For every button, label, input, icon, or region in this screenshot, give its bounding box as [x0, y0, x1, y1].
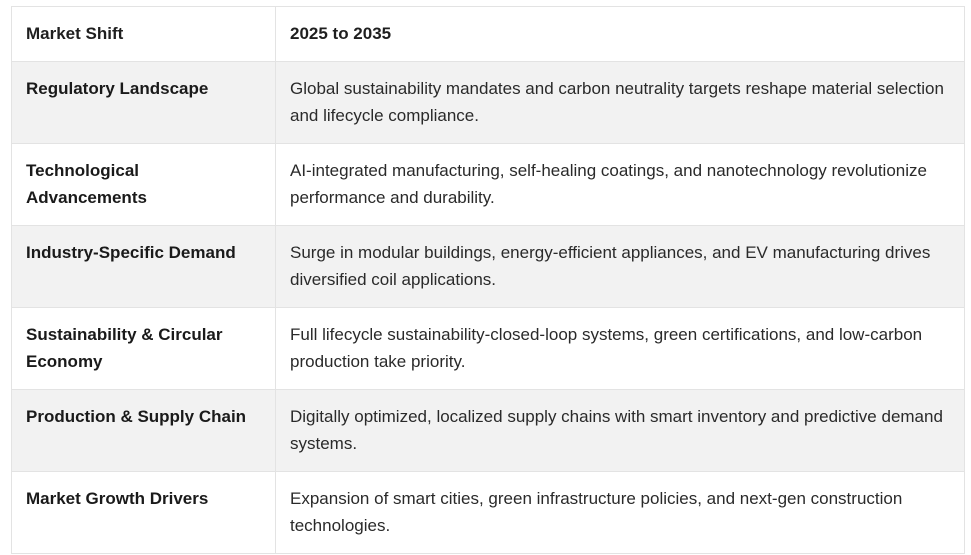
row-value-technological-advancements: AI-integrated manufacturing, self-healin… [275, 143, 965, 226]
header-2025-to-2035: 2025 to 2035 [275, 6, 965, 62]
row-key-production-supply-chain: Production & Supply Chain [11, 389, 276, 472]
row-key-sustainability-circular-economy: Sustainability & Circular Economy [11, 307, 276, 390]
row-value-sustainability-circular-economy: Full lifecycle sustainability-closed-loo… [275, 307, 965, 390]
row-key-regulatory-landscape: Regulatory Landscape [11, 61, 276, 144]
table-row: Market Growth Drivers Expansion of smart… [11, 471, 965, 554]
row-value-regulatory-landscape: Global sustainability mandates and carbo… [275, 61, 965, 144]
table-row: Regulatory Landscape Global sustainabili… [11, 61, 965, 144]
table-row: Production & Supply Chain Digitally opti… [11, 389, 965, 472]
header-row: Market Shift 2025 to 2035 [11, 6, 965, 62]
row-key-technological-advancements: Technological Advancements [11, 143, 276, 226]
row-value-production-supply-chain: Digitally optimized, localized supply ch… [275, 389, 965, 472]
market-shift-table: Market Shift 2025 to 2035 Regulatory Lan… [11, 6, 965, 554]
row-key-industry-specific-demand: Industry-Specific Demand [11, 225, 276, 308]
table-row: Technological Advancements AI-integrated… [11, 143, 965, 226]
table-row: Industry-Specific Demand Surge in modula… [11, 225, 965, 308]
row-key-market-growth-drivers: Market Growth Drivers [11, 471, 276, 554]
row-value-industry-specific-demand: Surge in modular buildings, energy-effic… [275, 225, 965, 308]
header-market-shift: Market Shift [11, 6, 276, 62]
table-header: Market Shift 2025 to 2035 [11, 6, 965, 62]
market-shift-table-container: Market Shift 2025 to 2035 Regulatory Lan… [11, 6, 965, 554]
table-body: Regulatory Landscape Global sustainabili… [11, 61, 965, 554]
row-value-market-growth-drivers: Expansion of smart cities, green infrast… [275, 471, 965, 554]
table-row: Sustainability & Circular Economy Full l… [11, 307, 965, 390]
